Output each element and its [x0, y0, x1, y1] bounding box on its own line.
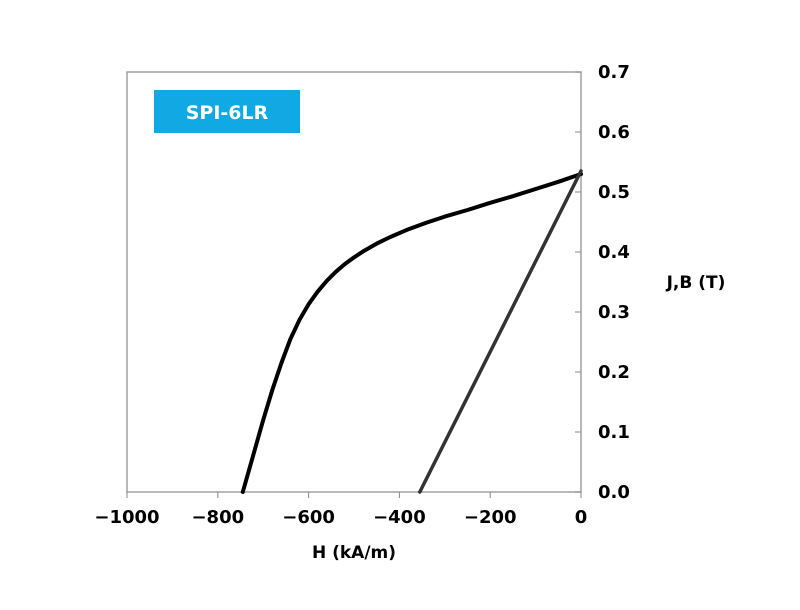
y-tick-label: 0.0 [598, 482, 630, 503]
x-axis-ticks: −1000 −800 −600 −400 −200 0 [94, 492, 587, 528]
y-tick-label: 0.5 [598, 182, 630, 203]
x-tick-label: −800 [191, 507, 244, 528]
y-tick-label: 0.1 [598, 422, 630, 443]
series-line-j-curve [240, 172, 583, 494]
y-tick-label: 0.3 [598, 302, 630, 323]
material-badge-label: SPI-6LR [186, 102, 269, 124]
plot-frame [126, 71, 582, 493]
y-axis-title: J,B (T) [666, 273, 726, 293]
x-tick-label: −200 [464, 507, 517, 528]
y-tick-label: 0.2 [598, 362, 630, 383]
material-badge-background [154, 90, 300, 133]
y-tick-label: 0.4 [598, 242, 630, 263]
x-tick-label: −400 [373, 507, 426, 528]
series-line-b-line [418, 169, 583, 494]
y-axis-ticks: 0.0 0.1 0.2 0.3 0.4 0.5 0.6 0.7 [575, 62, 630, 503]
y-tick-label: 0.6 [598, 122, 630, 143]
x-axis-title: H (kA/m) [312, 543, 396, 563]
x-tick-label: 0 [575, 507, 588, 528]
y-tick-label: 0.7 [598, 62, 630, 83]
x-tick-label: −1000 [94, 507, 159, 528]
material-badge: SPI-6LR [154, 90, 300, 133]
x-tick-label: −600 [282, 507, 335, 528]
series-layer [240, 169, 583, 494]
